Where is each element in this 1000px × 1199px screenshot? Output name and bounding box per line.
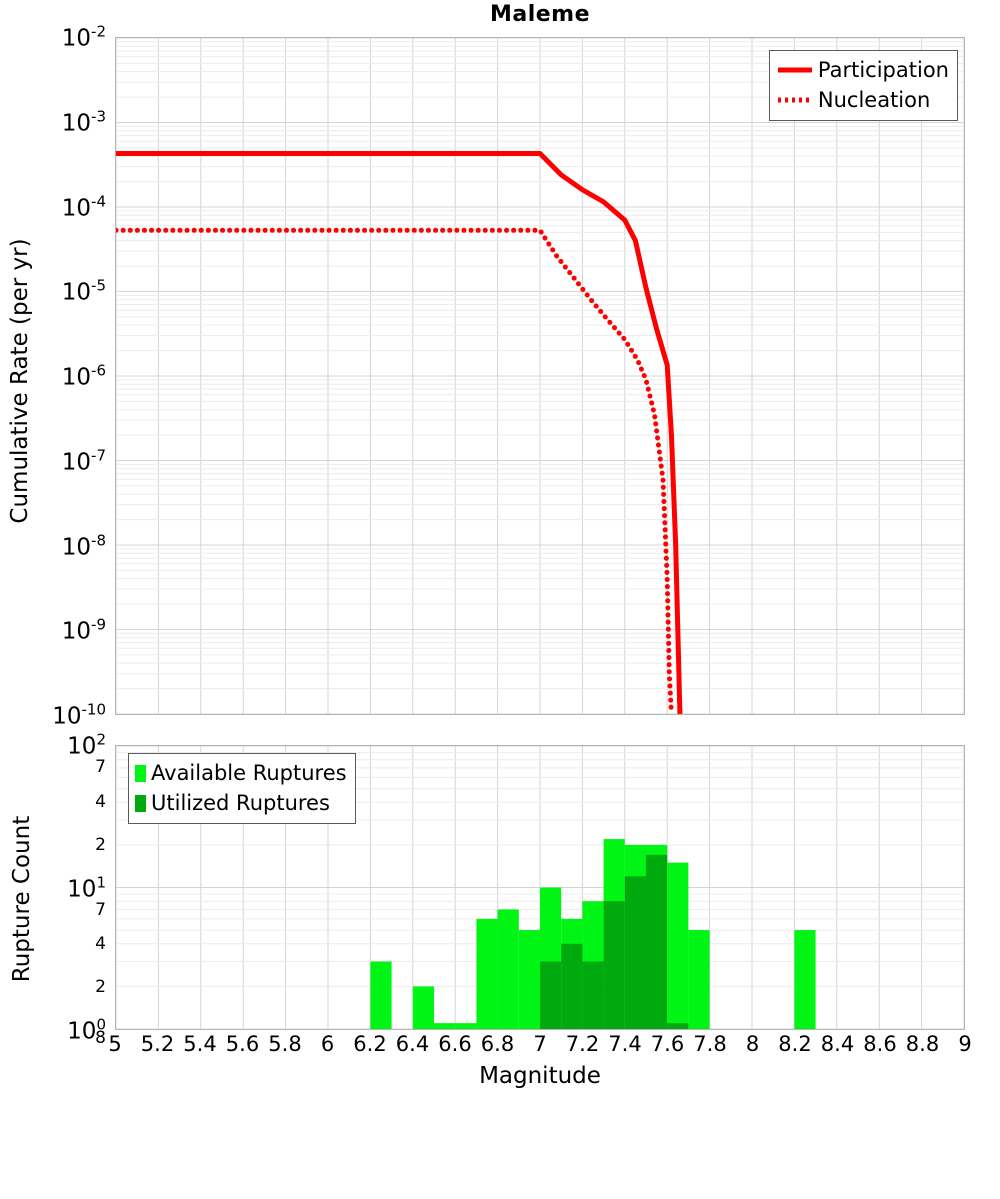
x-tick-5: 5 [108, 1032, 122, 1056]
curve-participation [116, 153, 680, 714]
bottom-y-axis-title: Rupture Count [9, 815, 35, 983]
x-tick-6.4: 6.4 [395, 1032, 430, 1056]
x-tick-6.2: 6.2 [353, 1032, 387, 1056]
legend-label-utilized-ruptures: Utilized Ruptures [151, 791, 330, 815]
x-tick-8.2: 8.2 [778, 1032, 812, 1056]
x-tick-5.2: 5.2 [140, 1032, 175, 1056]
x-tick-labels: 5 5.2 5.4 5.6 5.8 6 6.2 6.4 6.6 6.8 7 7.2 7.4 7.6 7.8 8… [0, 1032, 1000, 1066]
bar-available [667, 862, 689, 1029]
top-y-tick--9: 10-9 [61, 615, 106, 645]
x-tick-7.2: 7.2 [565, 1032, 600, 1056]
legend-label-available-ruptures: Available Ruptures [151, 761, 347, 785]
x-tick-6.8: 6.8 [480, 1032, 515, 1056]
bottom-y-tick-1e2: 102 [67, 730, 106, 760]
bar-utilized [667, 1023, 689, 1029]
x-tick-5.4: 5.4 [183, 1032, 217, 1056]
bottom-y-minor-40: 4 [95, 791, 106, 812]
x-tick-8: 8 [745, 1032, 760, 1056]
bottom-y-tick-labels: 102 101 100 7 4 2 7 4 2 8 [0, 731, 110, 1048]
bar-available [794, 930, 816, 1029]
x-tick-8.8: 8.8 [905, 1032, 940, 1056]
bottom-y-minor-4: 4 [95, 934, 106, 955]
rupture-count-plot: Available Ruptures Utilized Ruptures [115, 745, 965, 1030]
top-legend: Participation Nucleation [768, 50, 958, 121]
top-y-tick--3: 10-3 [61, 107, 106, 137]
bottom-legend: Available Ruptures Utilized Ruptures [128, 753, 356, 824]
bottom-y-minor-7: 7 [95, 899, 106, 920]
top-y-tick--8: 10-8 [61, 531, 106, 560]
bar-available [412, 986, 434, 1029]
x-axis-title: Magnitude [479, 1063, 601, 1089]
x-tick-7.8: 7.8 [693, 1032, 727, 1056]
legend-label-nucleation: Nucleation [817, 88, 931, 112]
available-color-swatch [135, 764, 146, 782]
top-y-tick--7: 10-7 [61, 446, 106, 476]
figure-root: Maleme Participation Nucleation 10-2 10-3… [0, 2, 1000, 1089]
x-tick-5.8: 5.8 [268, 1032, 302, 1056]
bottom-y-minor-8: 8 [95, 1028, 106, 1048]
bottom-bars [370, 839, 816, 1029]
x-tick-6.6: 6.6 [438, 1032, 472, 1056]
x-tick-7.4: 7.4 [608, 1032, 642, 1056]
solid-line-icon [776, 60, 814, 80]
dotted-line-icon [776, 90, 814, 110]
utilized-color-swatch [135, 794, 146, 812]
bar-utilized [582, 961, 604, 1029]
x-tick-7: 7 [533, 1032, 547, 1056]
legend-item-nucleation[interactable]: Nucleation [776, 85, 949, 115]
bar-available [476, 918, 498, 1029]
bar-available [370, 961, 392, 1029]
bottom-y-tick-1e1: 101 [67, 873, 106, 902]
top-y-tick-labels: 10-2 10-3 10-4 10-5 10-6 10-7 10-8 10-9 10-10 [0, 23, 110, 730]
x-tick-5.6: 5.6 [225, 1032, 260, 1056]
top-y-tick--4: 10-4 [61, 192, 106, 221]
top-y-tick--5: 10-5 [61, 276, 106, 306]
x-tick-6: 6 [320, 1032, 335, 1056]
bar-available [434, 1023, 456, 1029]
top-curves [116, 38, 964, 714]
legend-item-participation[interactable]: Participation [776, 55, 949, 85]
bar-utilized [646, 854, 668, 1029]
top-y-tick--6: 10-6 [61, 361, 106, 391]
bar-available [455, 1023, 477, 1029]
bottom-y-minor-70: 7 [95, 757, 106, 778]
cumulative-rate-plot: Participation Nucleation [115, 37, 965, 715]
bar-available [497, 909, 519, 1029]
top-y-tick--10: 10-10 [52, 700, 106, 730]
legend-item-available-ruptures[interactable]: Available Ruptures [135, 758, 347, 788]
page-title: Maleme [489, 2, 591, 27]
bar-utilized [561, 943, 583, 1029]
x-tick-8.6: 8.6 [863, 1032, 897, 1056]
bottom-y-minor-20: 2 [95, 834, 106, 855]
bar-available [518, 930, 540, 1029]
curve-nucleation [116, 230, 671, 714]
bottom-y-tick-1e0: 100 [67, 1015, 106, 1045]
legend-label-participation: Participation [817, 58, 949, 82]
x-tick-8.4: 8.4 [820, 1032, 855, 1056]
bar-utilized [624, 876, 646, 1029]
bottom-y-minor-2: 2 [95, 977, 106, 998]
legend-item-utilized-ruptures[interactable]: Utilized Ruptures [135, 788, 347, 818]
bar-utilized [603, 901, 625, 1029]
top-y-tick--2: 10-2 [61, 22, 106, 52]
x-tick-7.6: 7.6 [650, 1032, 685, 1056]
x-tick-9: 9 [958, 1032, 972, 1056]
bar-available [688, 930, 710, 1029]
bar-utilized [540, 961, 562, 1029]
